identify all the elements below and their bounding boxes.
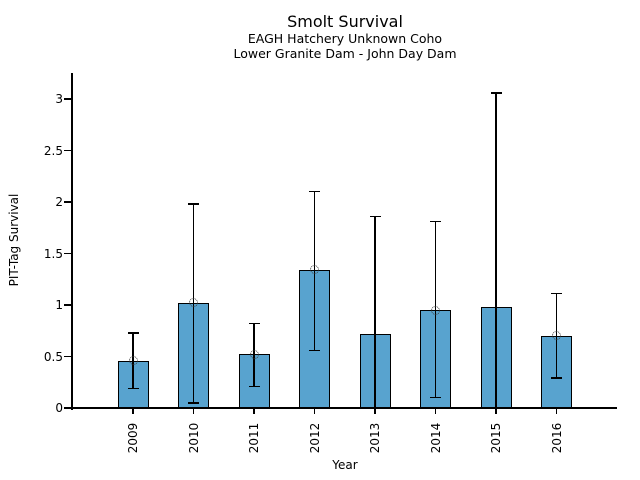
y-axis-label: PIT-Tag Survival	[7, 193, 21, 287]
y-tick	[64, 252, 71, 255]
y-tick-label: 0	[55, 401, 63, 415]
error-cap-bottom-2014	[430, 396, 441, 399]
x-tick-2012	[313, 408, 316, 414]
y-tick	[64, 149, 71, 152]
y-tick-label: 3	[55, 92, 63, 106]
x-tick-2014	[434, 408, 437, 414]
x-axis-spine	[71, 407, 617, 409]
point-marker-2010	[189, 298, 198, 308]
error-bar-2015	[495, 92, 497, 408]
point-marker-2014	[431, 305, 440, 315]
point-marker-2011	[249, 349, 259, 359]
x-tick-label-2014: 2014	[428, 422, 443, 454]
x-tick-label-2015: 2015	[489, 422, 503, 454]
y-tick-label: 0.5	[43, 349, 63, 364]
y-tick	[64, 355, 71, 358]
point-marker-2016	[552, 331, 561, 341]
x-tick-label-2011: 2011	[247, 422, 261, 454]
error-cap-top-2009	[127, 332, 139, 334]
y-tick-label: 1	[55, 298, 63, 312]
error-cap-bottom-2011	[248, 385, 260, 388]
error-cap-bottom-2016	[551, 377, 562, 379]
error-cap-top-2010	[188, 203, 199, 205]
x-tick-2013	[374, 408, 376, 414]
x-tick-2011	[253, 408, 255, 414]
x-tick-label-2009: 2009	[126, 422, 140, 454]
error-cap-top-2012	[309, 190, 320, 193]
chart-title: Smolt Survival	[287, 12, 403, 31]
y-tick	[64, 407, 71, 409]
chart-subtitle-hatchery: EAGH Hatchery Unknown Coho	[247, 31, 443, 46]
y-tick-label: 2.5	[43, 143, 63, 158]
y-tick	[64, 98, 71, 100]
y-axis-spine	[71, 73, 73, 410]
x-tick-2015	[495, 408, 497, 414]
error-cap-bottom-2009	[127, 387, 139, 390]
error-bar-2013	[374, 216, 376, 408]
error-cap-bottom-2012	[309, 349, 320, 352]
error-cap-top-2013	[369, 215, 381, 218]
x-tick-2009	[132, 408, 134, 414]
y-tick-label: 1.5	[43, 246, 63, 261]
point-marker-2009	[128, 356, 138, 366]
x-tick-label-2010: 2010	[186, 422, 201, 454]
x-axis-label: Year	[332, 458, 358, 472]
y-tick	[64, 201, 71, 203]
point-marker-2012	[310, 265, 319, 275]
x-tick-2010	[192, 408, 195, 414]
x-tick-2016	[555, 408, 558, 414]
error-cap-top-2011	[248, 322, 260, 325]
x-tick-label-2013: 2013	[368, 422, 382, 454]
error-cap-top-2016	[551, 292, 562, 295]
error-cap-bottom-2010	[188, 402, 199, 404]
x-tick-label-2012: 2012	[307, 422, 322, 454]
y-tick-label: 2	[55, 195, 63, 209]
y-tick	[64, 304, 71, 306]
error-cap-top-2015	[490, 92, 502, 94]
x-tick-label-2016: 2016	[549, 422, 564, 454]
chart-subtitle-reach: Lower Granite Dam - John Day Dam	[233, 46, 457, 61]
error-cap-top-2014	[430, 220, 441, 223]
